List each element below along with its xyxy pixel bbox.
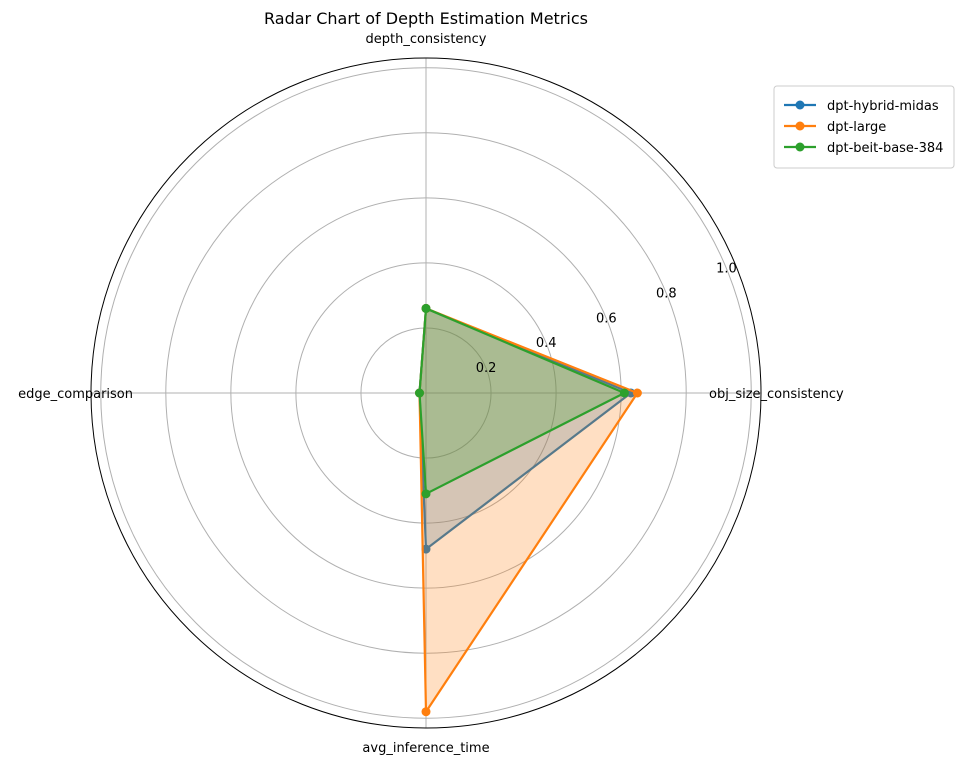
data-point-dpt-beit-base-384-avg_inference_time [421,489,431,499]
r-tick-label: 0.2 [476,361,497,376]
data-point-dpt-beit-base-384-depth_consistency [421,303,431,313]
legend-label-dpt-large: dpt-large [827,120,886,135]
radar-series-group [414,303,642,717]
data-point-dpt-large-obj_size_consistency [632,388,642,398]
r-tick-label: 1.0 [716,262,737,277]
legend-box [773,85,955,169]
r-tick-label: 0.4 [536,336,557,351]
data-point-dpt-large-avg_inference_time [421,707,431,717]
radar-labels: 0.2 0.4 0.6 0.8 1.0 obj_size_consistency depth… [18,32,844,756]
r-tick-label: 0.6 [596,311,617,326]
data-point-dpt-beit-base-384-edge_comparison [414,388,424,398]
r-tick-label: 0.8 [656,286,677,301]
axis-label-edge-comparison: edge_comparison [18,387,133,402]
axis-label-depth-consistency: depth_consistency [365,32,486,47]
legend-marker-dpt-hybrid-midas [795,100,805,110]
legend-label-dpt-beit-base-384: dpt-beit-base-384 [827,141,943,156]
outer-frame [90,57,762,729]
chart-title: Radar Chart of Depth Estimation Metrics [264,9,588,28]
radar-grid [90,57,762,729]
axis-label-avg-inference-time: avg_inference_time [362,741,489,756]
axis-label-obj-size-consistency: obj_size_consistency [709,387,844,402]
legend-label-dpt-hybrid-midas: dpt-hybrid-midas [827,99,939,114]
legend: dpt-hybrid-midas dpt-large dpt-beit-base-3… [773,85,955,169]
legend-marker-dpt-large [795,121,805,131]
series-fill-dpt-beit-base-384 [419,308,625,494]
legend-marker-dpt-beit-base-384 [795,142,805,152]
series-fill-dpt-large [419,308,638,712]
data-point-dpt-beit-base-384-obj_size_consistency [619,388,629,398]
series-fill-dpt-hybrid-midas [419,308,631,550]
